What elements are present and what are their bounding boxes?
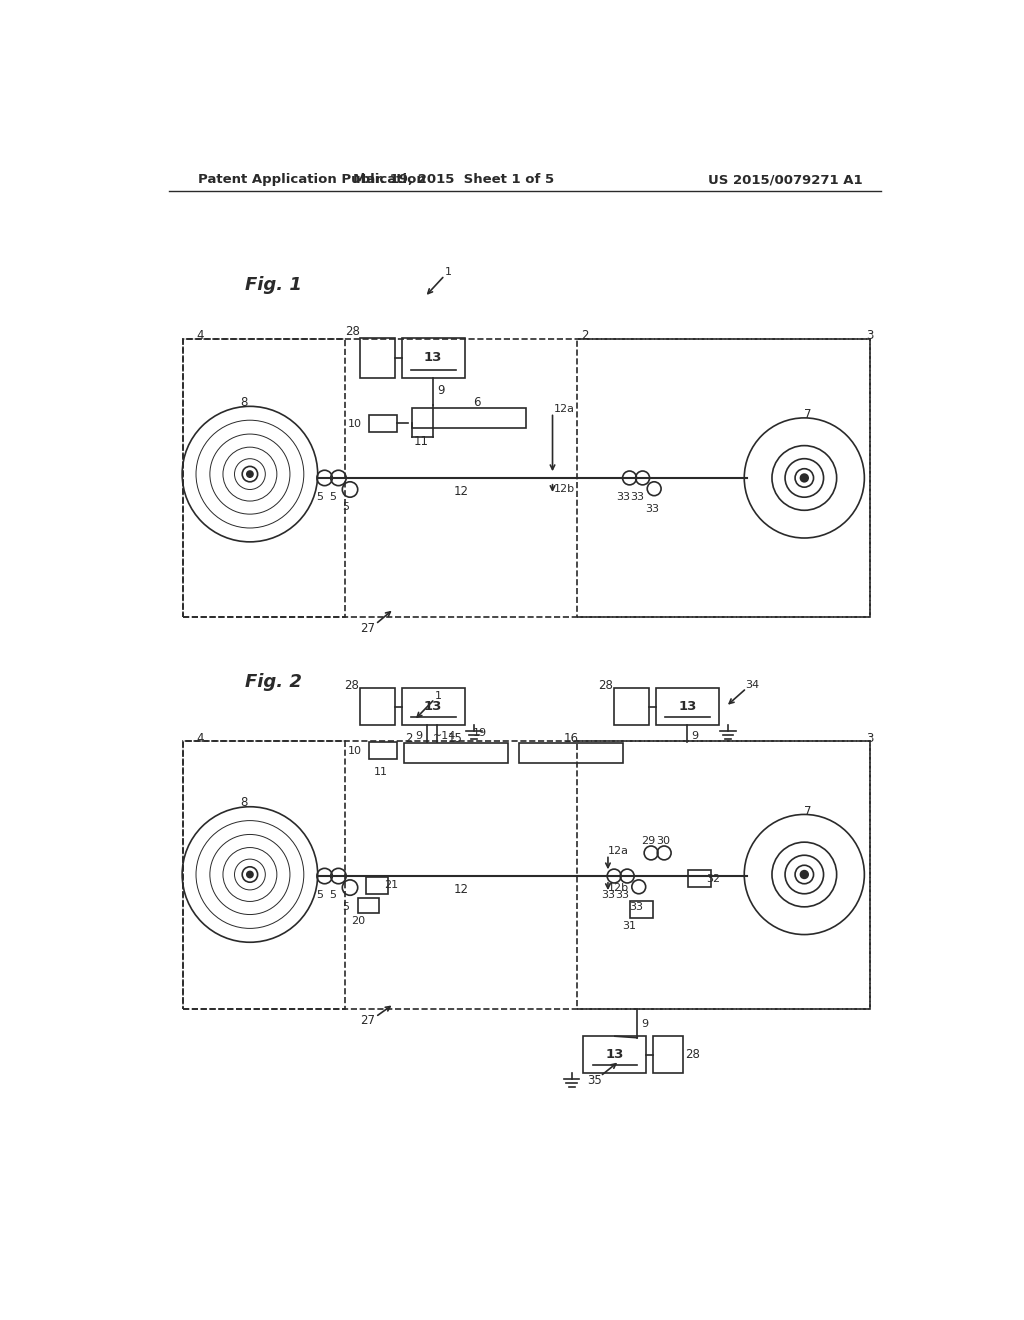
Bar (183, 339, 869, 616)
Text: ~14: ~14 (433, 731, 457, 741)
Text: 2: 2 (581, 329, 589, 342)
Text: 5: 5 (330, 492, 337, 502)
Text: 33: 33 (614, 890, 629, 900)
Text: 21: 21 (384, 880, 398, 890)
Text: 27: 27 (360, 1014, 375, 1027)
Text: 5: 5 (315, 890, 323, 900)
Text: 12: 12 (455, 883, 469, 896)
Bar (519, 743, 624, 763)
Text: 13: 13 (678, 700, 696, 713)
Text: 11: 11 (414, 436, 429, 449)
Bar (360, 338, 394, 378)
Text: 4: 4 (197, 731, 204, 744)
Text: Fig. 1: Fig. 1 (245, 276, 301, 294)
Bar (183, 742, 345, 1010)
Text: 27: 27 (360, 622, 375, 635)
Text: 8: 8 (240, 796, 248, 809)
Bar (401, 688, 465, 725)
Text: 33: 33 (630, 492, 644, 502)
Bar (360, 688, 394, 725)
Text: Fig. 2: Fig. 2 (245, 673, 301, 690)
Text: 33: 33 (645, 504, 658, 513)
Text: 15: 15 (449, 733, 463, 746)
Text: 6: 6 (473, 396, 481, 409)
Bar (367, 876, 388, 894)
Text: 5: 5 (343, 902, 349, 912)
Text: US 2015/0079271 A1: US 2015/0079271 A1 (708, 173, 862, 186)
Circle shape (801, 474, 808, 482)
Text: 33: 33 (616, 492, 631, 502)
Bar (403, 743, 508, 763)
Text: 28: 28 (598, 678, 613, 692)
Text: 13: 13 (424, 700, 442, 713)
Text: 33: 33 (601, 890, 615, 900)
Text: 29: 29 (641, 837, 655, 846)
Bar (688, 870, 711, 887)
Bar (357, 898, 379, 913)
Circle shape (801, 871, 808, 878)
Text: 4: 4 (197, 329, 204, 342)
Text: 7: 7 (805, 408, 812, 421)
Text: 19: 19 (473, 727, 487, 738)
Bar (578, 742, 869, 1010)
Circle shape (247, 871, 253, 878)
Bar (183, 742, 869, 1010)
Bar (578, 339, 869, 616)
Bar (370, 742, 397, 759)
Text: 1: 1 (445, 268, 452, 277)
Text: 5: 5 (343, 502, 349, 512)
Bar (630, 902, 652, 919)
Text: 32: 32 (707, 874, 721, 884)
Text: 1: 1 (435, 690, 442, 701)
Text: 9: 9 (641, 1019, 648, 1028)
Text: 13: 13 (424, 351, 442, 364)
Text: 20: 20 (350, 916, 365, 925)
Text: Mar. 19, 2015  Sheet 1 of 5: Mar. 19, 2015 Sheet 1 of 5 (353, 173, 555, 186)
Text: 31: 31 (623, 921, 637, 931)
Bar (183, 339, 345, 616)
Text: 35: 35 (588, 1073, 602, 1086)
Text: 5: 5 (330, 890, 337, 900)
Text: 3: 3 (866, 731, 873, 744)
Text: 28: 28 (345, 325, 359, 338)
Text: 12b: 12b (608, 883, 630, 892)
Text: 12a: 12a (554, 404, 574, 413)
Text: 10: 10 (347, 746, 361, 756)
Bar (655, 688, 719, 725)
Bar (614, 688, 649, 725)
Text: 3: 3 (866, 329, 873, 342)
Text: 34: 34 (744, 680, 759, 690)
Text: 11: 11 (374, 767, 388, 777)
Text: 13: 13 (606, 1048, 624, 1061)
Text: Patent Application Publication: Patent Application Publication (199, 173, 426, 186)
Text: 28: 28 (344, 678, 359, 692)
Bar (584, 1036, 646, 1073)
Text: 28: 28 (685, 1048, 700, 1061)
Text: 33: 33 (630, 902, 643, 912)
Text: 5: 5 (315, 492, 323, 502)
Text: 12a: 12a (608, 846, 629, 857)
Bar (401, 338, 465, 378)
Text: 9: 9 (437, 384, 444, 397)
Text: 2: 2 (406, 731, 413, 744)
Text: 9: 9 (416, 731, 423, 741)
Bar (412, 408, 525, 428)
Text: 16: 16 (563, 733, 579, 746)
Text: 12b: 12b (554, 483, 574, 494)
Text: 8: 8 (240, 396, 248, 409)
Text: 9: 9 (691, 731, 698, 741)
Text: 30: 30 (656, 837, 671, 846)
Bar (370, 414, 397, 432)
Text: 12: 12 (455, 486, 469, 499)
Circle shape (247, 471, 253, 478)
Text: 7: 7 (805, 805, 812, 818)
Text: 10: 10 (347, 418, 361, 429)
Bar (652, 1036, 683, 1073)
